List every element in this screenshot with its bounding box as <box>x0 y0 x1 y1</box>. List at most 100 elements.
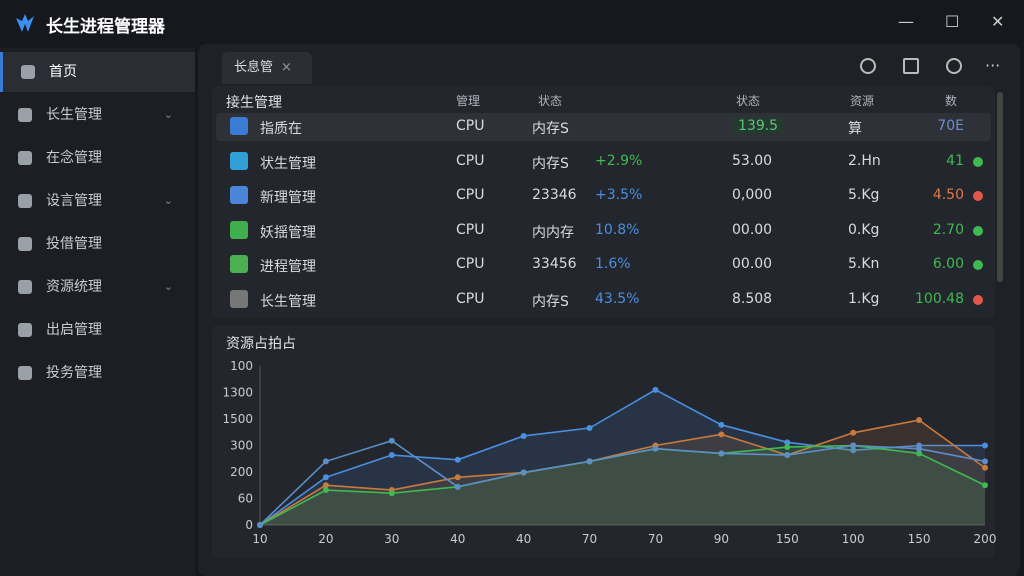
column-header: 资源 <box>850 94 875 108</box>
sidebar-item[interactable]: 出启管理 <box>0 310 195 350</box>
sidebar-item[interactable]: 长生管理 ⌄ <box>0 95 195 135</box>
table-cell: 8.508 <box>732 290 773 307</box>
table-cell: CPU <box>456 118 485 134</box>
table-cell: 00.00 <box>732 221 773 238</box>
table-cell: 41 <box>946 152 964 169</box>
table-cell: 2.Hn <box>848 152 881 169</box>
column-header: 数 <box>945 94 958 108</box>
logo <box>16 14 34 32</box>
sidebar-label: 投借管理 <box>46 236 102 252</box>
table-cell: 33456 <box>532 256 577 272</box>
sidebar-icon <box>18 108 32 122</box>
app-title: 长生进程管理器 <box>46 17 165 37</box>
table-cell: 指质在 <box>260 121 302 137</box>
settings[interactable] <box>860 58 876 74</box>
status-dot <box>973 191 983 201</box>
sidebar-item[interactable]: 投务管理 <box>0 353 195 393</box>
sidebar-item[interactable]: 首页 <box>0 52 195 92</box>
sidebar-label: 出启管理 <box>46 322 102 338</box>
table-cell: 4.50 <box>932 187 964 203</box>
sidebar-icon <box>18 323 32 337</box>
search[interactable] <box>946 58 962 74</box>
table-cell: 新理管理 <box>260 190 316 206</box>
table-cell: 5.Kg <box>848 187 880 203</box>
row-icon <box>230 255 248 273</box>
maximize[interactable]: ☐ <box>945 12 960 31</box>
table-cell: 10.8% <box>595 221 640 238</box>
table-cell: 70E <box>937 118 964 134</box>
sidebar-label: 资源统理 <box>46 279 102 295</box>
column-header: 状态 <box>538 94 563 108</box>
table-cell: 0,000 <box>732 187 773 203</box>
table-cell: 2.70 <box>932 221 964 238</box>
table-cell: CPU <box>456 290 485 307</box>
table-cell: +2.9% <box>595 152 643 169</box>
sidebar-item[interactable]: 资源统理 ⌄ <box>0 267 195 307</box>
table-cell: 1.6% <box>595 256 631 272</box>
table-cell: 5.Kn <box>848 256 880 272</box>
column-header: 状态 <box>736 94 761 108</box>
table-cell: 内内存 <box>532 224 574 241</box>
sidebar-icon <box>18 366 32 380</box>
sidebar-item[interactable]: 设言管理 ⌄ <box>0 181 195 221</box>
sidebar: 首页长生管理 ⌄ 在念管理设言管理 ⌄ 投借管理资源统理 ⌄ 出启管理投务管理 <box>0 48 195 576</box>
column-header: 接生管理 <box>226 95 282 111</box>
scrollbar[interactable] <box>997 92 1003 282</box>
chevron: ⌄ <box>163 108 173 121</box>
table-cell: 100.48 <box>915 290 964 307</box>
sidebar-icon <box>18 237 32 251</box>
minimize[interactable]: — <box>898 12 914 31</box>
table-cell: 43.5% <box>595 290 640 307</box>
table-cell: 53.00 <box>732 152 773 169</box>
sidebar-label: 投务管理 <box>46 365 102 381</box>
tab-label: 长息管 <box>234 60 274 75</box>
sidebar-label: 首页 <box>49 64 77 80</box>
table-cell: CPU <box>456 221 485 238</box>
row-icon <box>230 117 248 135</box>
sidebar-label: 设言管理 <box>46 193 102 209</box>
table-cell: 6.00 <box>932 256 964 272</box>
row-icon <box>230 186 248 204</box>
table-cell: 算 <box>848 121 862 137</box>
sidebar-item[interactable]: 在念管理 <box>0 138 195 178</box>
table-cell: 00.00 <box>732 256 773 272</box>
table-cell: 内存S <box>532 121 569 137</box>
table-cell: 139.5 <box>732 118 785 134</box>
chevron: ⌄ <box>163 194 173 207</box>
more[interactable]: ··· <box>985 56 1001 75</box>
status-dot <box>973 156 983 167</box>
home[interactable] <box>903 58 919 74</box>
sidebar-label: 在念管理 <box>46 150 102 166</box>
sidebar-label: 长生管理 <box>46 107 102 123</box>
column-header: 管理 <box>456 94 481 108</box>
row-icon <box>230 220 248 239</box>
table-cell: CPU <box>456 187 485 203</box>
status-dot <box>973 260 983 270</box>
sidebar-icon <box>18 151 32 165</box>
table-cell: CPU <box>456 152 485 169</box>
tab[interactable]: 长息管 × <box>222 52 312 84</box>
chart-panel <box>212 325 995 558</box>
status-dot <box>973 294 983 305</box>
table-cell: 状生管理 <box>260 155 316 172</box>
table-cell: 1.Kg <box>848 290 880 307</box>
status-dot <box>973 225 983 236</box>
table-cell: +3.5% <box>595 187 643 203</box>
table-cell: 0.Kg <box>848 221 880 238</box>
sidebar-icon <box>18 194 32 208</box>
row-highlight[interactable] <box>216 113 991 141</box>
table-cell: 妖揺管理 <box>260 224 316 241</box>
table-cell: 长生管理 <box>260 293 316 310</box>
table-cell: 进程管理 <box>260 259 316 275</box>
close[interactable]: ✕ <box>991 12 1005 31</box>
row-icon <box>230 289 248 308</box>
sidebar-icon <box>18 280 32 294</box>
table-cell: 23346 <box>532 187 577 203</box>
table-cell: CPU <box>456 256 485 272</box>
sidebar-item[interactable]: 投借管理 <box>0 224 195 264</box>
chevron: ⌄ <box>163 280 173 293</box>
table-cell: 内存S <box>532 155 569 172</box>
sidebar-icon <box>21 65 35 79</box>
table-cell: 内存S <box>532 293 569 310</box>
